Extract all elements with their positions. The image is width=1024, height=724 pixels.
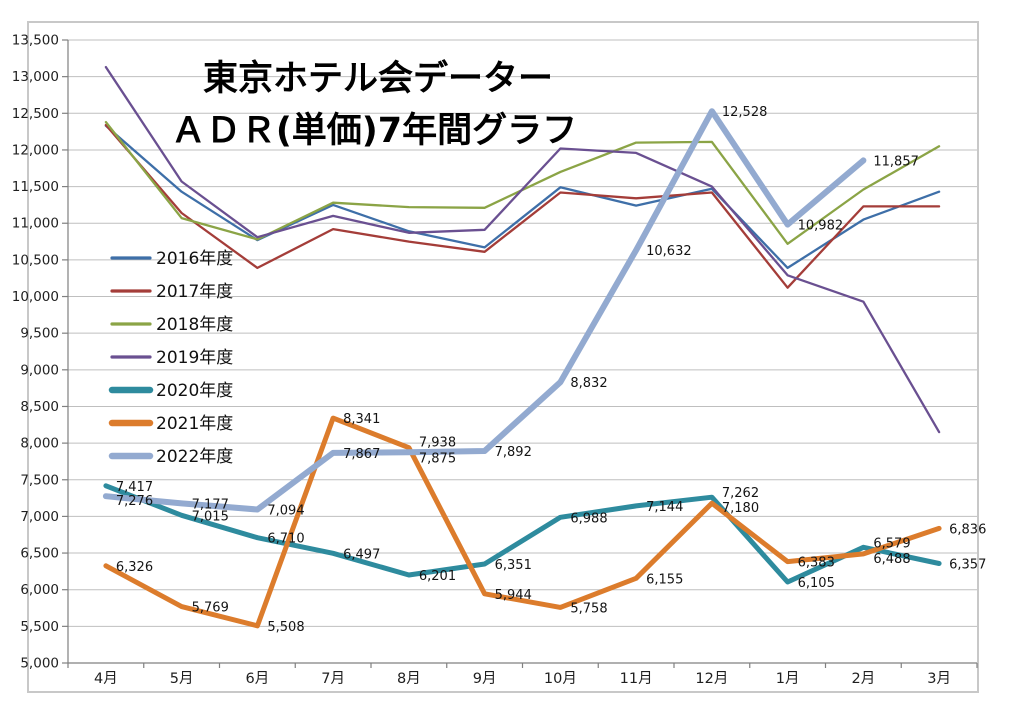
data-label: 6,497 <box>343 547 380 562</box>
legend-label: 2021年度 <box>156 414 233 434</box>
data-label: 6,579 <box>873 536 910 551</box>
y-axis-label: 9,000 <box>20 362 59 378</box>
legend-label: 2022年度 <box>156 447 233 467</box>
data-label: 12,528 <box>722 105 768 120</box>
data-label: 6,105 <box>798 576 835 591</box>
legend-label: 2018年度 <box>156 315 233 335</box>
y-axis-label: 11,500 <box>12 179 59 195</box>
data-label: 7,144 <box>646 500 683 515</box>
series-line-2019 <box>104 65 941 434</box>
y-axis-label: 6,000 <box>20 582 59 598</box>
data-label: 6,201 <box>419 569 456 584</box>
x-axis-label: 11月 <box>620 671 653 687</box>
data-label: 5,769 <box>192 601 229 616</box>
legend-item-2017: 2017年度 <box>110 282 233 302</box>
data-label: 8,341 <box>343 412 380 427</box>
legend-item-2022: 2022年度 <box>108 447 233 467</box>
data-label: 7,180 <box>722 501 759 516</box>
data-label: 7,417 <box>116 480 153 495</box>
x-axis-label: 10月 <box>544 671 577 687</box>
data-label: 10,632 <box>646 244 692 259</box>
y-axis-label: 13,000 <box>12 69 59 85</box>
data-label: 7,875 <box>419 451 456 466</box>
data-label: 7,094 <box>267 504 304 519</box>
data-label: 6,836 <box>949 522 986 537</box>
x-axis-label: 6月 <box>246 671 270 687</box>
data-label: 7,892 <box>495 445 532 460</box>
data-label: 6,988 <box>570 511 607 526</box>
y-axis-label: 6,500 <box>20 546 59 562</box>
series-line-2022 <box>102 108 867 513</box>
y-axis-label: 5,500 <box>20 619 59 635</box>
legend-label: 2016年度 <box>156 249 233 269</box>
data-label: 7,867 <box>343 447 380 462</box>
y-axis-label: 10,000 <box>12 289 59 305</box>
data-label: 10,982 <box>798 219 844 234</box>
chart-title-line2: ＡＤＲ(単価)7年間グラフ <box>171 111 577 151</box>
data-labels: 7,417 7,015 6,710 6,497 6,201 6,351 6,988 7,144… <box>116 105 986 635</box>
data-label: 6,357 <box>949 558 986 573</box>
legend-label: 2020年度 <box>156 381 233 401</box>
legend-item-2020: 2020年度 <box>108 381 233 401</box>
legend-item-2018: 2018年度 <box>110 315 233 335</box>
y-axis-label: 7,500 <box>20 472 59 488</box>
legend-item-2016: 2016年度 <box>110 249 233 269</box>
data-label: 6,488 <box>873 552 910 567</box>
data-label: 7,015 <box>192 509 229 524</box>
y-axis-label: 8,500 <box>20 399 59 415</box>
x-axis-label: 5月 <box>170 671 194 687</box>
data-label: 6,155 <box>646 572 683 587</box>
data-label: 5,758 <box>570 601 607 616</box>
data-label: 8,832 <box>570 376 607 391</box>
y-axis-label: 10,500 <box>12 252 59 268</box>
series-line-2020 <box>103 483 942 585</box>
data-label: 7,177 <box>192 497 229 512</box>
data-label: 6,383 <box>798 556 835 571</box>
y-axis-label: 5,000 <box>20 656 59 672</box>
x-axis-label: 2月 <box>852 671 876 687</box>
data-label: 7,262 <box>722 486 759 501</box>
legend-label: 2019年度 <box>156 348 233 368</box>
data-label: 11,857 <box>873 154 919 169</box>
y-axis-label: 12,000 <box>12 142 59 158</box>
y-axis-label: 9,500 <box>20 326 59 342</box>
x-axis-label: 8月 <box>397 671 421 687</box>
y-axis-label: 11,000 <box>12 216 59 232</box>
y-axis-label: 7,000 <box>20 509 59 525</box>
x-axis-label: 3月 <box>927 671 951 687</box>
chart-border <box>27 21 979 693</box>
x-axis-label: 4月 <box>94 671 118 687</box>
legend-label: 2017年度 <box>156 282 233 302</box>
y-axis-label: 13,500 <box>12 33 59 49</box>
y-axis-label: 12,500 <box>12 106 59 122</box>
data-label: 5,944 <box>495 588 532 603</box>
legend-item-2021: 2021年度 <box>108 414 233 434</box>
series-line-2021 <box>103 415 942 629</box>
legend-item-2019: 2019年度 <box>110 348 233 368</box>
y-axis-label: 8,000 <box>20 436 59 452</box>
x-axis-label: 9月 <box>473 671 497 687</box>
chart-title-line1: 東京ホテル会データー <box>203 58 553 99</box>
axes: 5,000 5,500 6,000 6,500 7,000 7,500 8,000 8,500… <box>12 33 978 687</box>
series-line-2016 <box>104 124 941 270</box>
x-axis-label: 7月 <box>321 671 345 687</box>
data-label: 6,326 <box>116 560 153 575</box>
x-axis-label: 12月 <box>695 671 728 687</box>
data-label: 7,938 <box>419 436 456 451</box>
series-lines <box>102 65 942 629</box>
legend: 2016年度 2017年度 2018年度 2019年度 2020年度 2021年度 2022… <box>108 249 233 467</box>
x-axis-label: 1月 <box>776 671 800 687</box>
data-label: 6,710 <box>267 532 304 547</box>
series-line-2017 <box>104 123 941 289</box>
data-label: 7,276 <box>116 494 153 509</box>
data-label: 5,508 <box>267 620 304 635</box>
data-label: 6,351 <box>495 558 532 573</box>
